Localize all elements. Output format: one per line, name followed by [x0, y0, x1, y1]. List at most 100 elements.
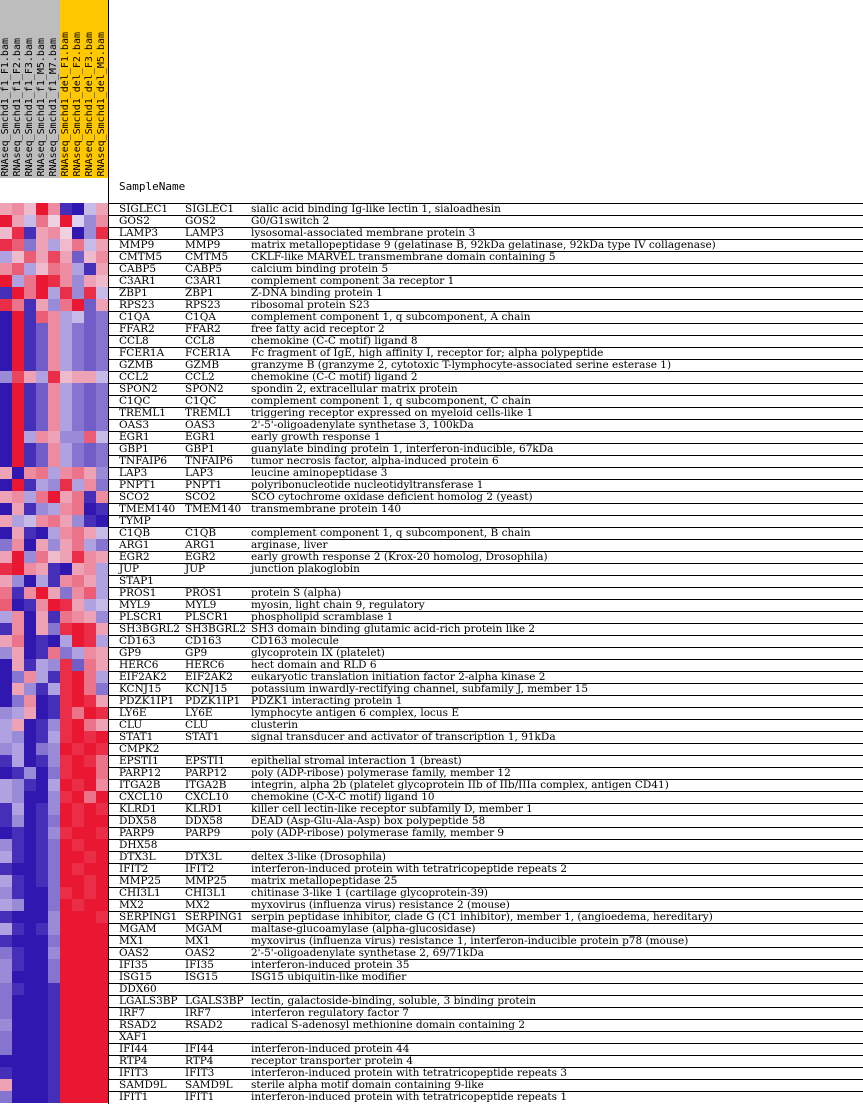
heatmap-cell	[84, 887, 96, 899]
heatmap-cell	[48, 659, 60, 671]
heatmap-cell	[12, 311, 24, 323]
heatmap-cell	[60, 1031, 72, 1043]
heatmap-cell	[72, 695, 84, 707]
heatmap-cell	[36, 935, 48, 947]
gene-row: IRF7 IRF7 interferon regulatory factor 7	[108, 1007, 863, 1019]
gene-symbol: RTP4	[185, 1055, 214, 1067]
gene-id: ZBP1	[119, 287, 148, 299]
heatmap-cell	[60, 659, 72, 671]
heatmap-cell	[12, 527, 24, 539]
heatmap-cell	[72, 839, 84, 851]
heatmap-cell	[84, 1067, 96, 1079]
heatmap-cell	[24, 587, 36, 599]
heatmap-cell	[48, 251, 60, 263]
heatmap-cell	[36, 227, 48, 239]
heatmap-cell	[72, 275, 84, 287]
gene-row: C1QB C1QB complement component 1, q subcom…	[108, 527, 863, 539]
heatmap-cell	[84, 395, 96, 407]
heatmap-cell	[96, 791, 108, 803]
heatmap-cell	[60, 1067, 72, 1079]
heatmap-cell	[24, 251, 36, 263]
gene-symbol: CXCL10	[185, 791, 229, 803]
heatmap-cell	[72, 215, 84, 227]
heatmap-cell	[48, 863, 60, 875]
heatmap-cell	[24, 827, 36, 839]
gene-row: TREML1 TREML1 triggering receptor expresse…	[108, 407, 863, 419]
gene-symbol: MMP25	[185, 875, 227, 887]
sample-label: RNAseq_Smchd1_f1_M7.bam	[48, 37, 59, 176]
gene-row: SAMD9L SAMD9L sterile alpha motif domain c…	[108, 1079, 863, 1091]
heatmap-cell	[48, 623, 60, 635]
gene-description: lysosomal-associated membrane protein 3	[251, 227, 476, 239]
heatmap-cell	[24, 539, 36, 551]
heatmap-cell	[0, 635, 12, 647]
heatmap-cell	[72, 1043, 84, 1055]
heatmap-cell	[36, 983, 48, 995]
heatmap-cell	[48, 395, 60, 407]
heatmap-cell	[84, 1019, 96, 1031]
heatmap-cell	[60, 527, 72, 539]
heatmap-cell	[84, 359, 96, 371]
heatmap-cell	[36, 371, 48, 383]
heatmap-cell	[24, 455, 36, 467]
heatmap-cell	[36, 899, 48, 911]
gene-description: early growth response 2 (Krox-20 homolog…	[251, 551, 548, 563]
heatmap-cell	[12, 875, 24, 887]
heatmap-cell	[84, 803, 96, 815]
gene-symbol: LAP3	[185, 467, 214, 479]
heatmap-cell	[36, 923, 48, 935]
heatmap-cell	[12, 1019, 24, 1031]
heatmap-cell	[84, 743, 96, 755]
gene-id: MMP9	[119, 239, 155, 251]
heatmap-cell	[72, 887, 84, 899]
gene-row: MX1 MX1 myxovirus (influenza virus) resist…	[108, 935, 863, 947]
heatmap-cell	[12, 935, 24, 947]
heatmap-cell	[36, 383, 48, 395]
heatmap-cell	[96, 491, 108, 503]
heatmap-cell	[60, 623, 72, 635]
sample-label: RNAseq_Smchd1_f1_F3.bam	[24, 37, 35, 176]
heatmap-cell	[24, 875, 36, 887]
heatmap-cell	[96, 707, 108, 719]
heatmap-cell	[60, 563, 72, 575]
heatmap-cell	[0, 371, 12, 383]
heatmap-cell	[36, 419, 48, 431]
heatmap-cell	[24, 1043, 36, 1055]
gene-row: PARP12 PARP12 poly (ADP-ribose) polymerase…	[108, 767, 863, 779]
gene-row: CXCL10 CXCL10 chemokine (C-X-C motif) liga…	[108, 791, 863, 803]
heatmap-cell	[84, 323, 96, 335]
gene-symbol: OAS3	[185, 419, 216, 431]
gene-description: matrix metallopeptidase 9 (gelatinase B,…	[251, 239, 716, 251]
gene-description: spondin 2, extracellular matrix protein	[251, 383, 458, 395]
gene-row: OAS2 OAS2 2'-5'-oligoadenylate synthetase …	[108, 947, 863, 959]
heatmap-cell	[84, 923, 96, 935]
heatmap-cell	[96, 515, 108, 527]
heatmap-cell	[84, 851, 96, 863]
gene-row: RPS23 RPS23 ribosomal protein S23	[108, 299, 863, 311]
heatmap-cell	[0, 683, 12, 695]
gene-symbol: TNFAIP6	[185, 455, 234, 467]
heatmap-cell	[96, 875, 108, 887]
heatmap-cell	[36, 395, 48, 407]
heatmap-cell	[12, 335, 24, 347]
gene-row: XAF1	[108, 1031, 863, 1043]
heatmap-cell	[72, 455, 84, 467]
heatmap-cell	[84, 755, 96, 767]
gene-description: chemokine (C-C motif) ligand 8	[251, 335, 418, 347]
heatmap-cell	[72, 923, 84, 935]
heatmap-cell	[36, 635, 48, 647]
heatmap-cell	[0, 527, 12, 539]
heatmap-cell	[84, 251, 96, 263]
heatmap-cell	[72, 743, 84, 755]
gene-id: GP9	[119, 647, 142, 659]
heatmap-cell	[48, 455, 60, 467]
gene-id: SIGLEC1	[119, 203, 169, 215]
heatmap-cell	[12, 455, 24, 467]
gene-id: PNPT1	[119, 479, 157, 491]
gene-symbol: GBP1	[185, 443, 215, 455]
heatmap-cell	[12, 911, 24, 923]
heatmap-cell	[72, 779, 84, 791]
gene-id: TMEM140	[119, 503, 176, 515]
gene-description: interferon-induced protein with tetratri…	[251, 863, 567, 875]
gene-symbol: FFAR2	[185, 323, 221, 335]
